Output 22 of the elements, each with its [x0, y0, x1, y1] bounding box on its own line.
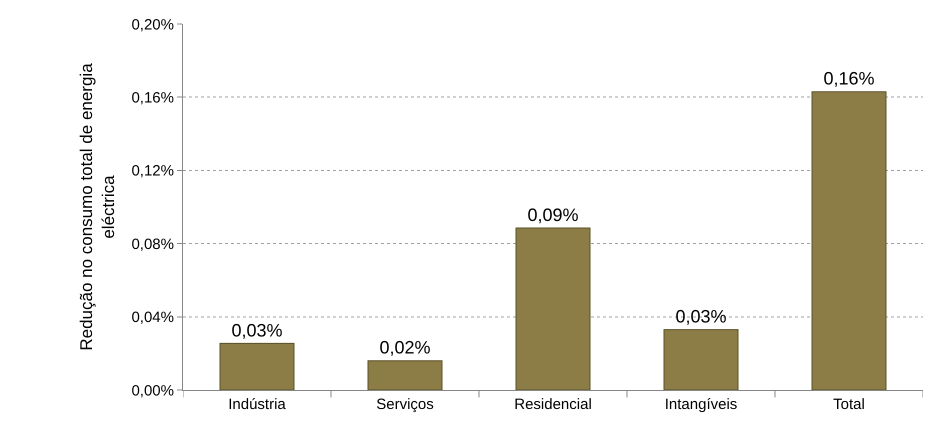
- bar: [220, 342, 294, 390]
- data-label: 0,16%: [823, 68, 875, 89]
- y-tick-label: 0,20%: [131, 16, 174, 34]
- x-tick-label: Indústria: [228, 396, 286, 413]
- x-tick-label: Intangíveis: [664, 396, 738, 413]
- y-tick-label: 0,12%: [131, 162, 174, 180]
- bar: [516, 228, 590, 390]
- y-tick-label: 0,00%: [131, 382, 174, 400]
- bar: [812, 91, 886, 390]
- y-axis-title: Redução no consumo total de energia eléctrica: [76, 62, 118, 351]
- data-label: 0,02%: [379, 338, 431, 358]
- y-tick-label: 0,04%: [131, 309, 174, 326]
- y-tick-label: 0,16%: [131, 89, 174, 106]
- bar: [368, 360, 442, 390]
- bar: [664, 329, 738, 390]
- data-label: 0,03%: [231, 320, 283, 340]
- x-tick-label: Serviços: [376, 396, 434, 413]
- data-label: 0,03%: [675, 306, 727, 327]
- data-label: 0,09%: [527, 205, 579, 226]
- x-tick-label: Total: [833, 396, 865, 413]
- y-tick-label: 0,08%: [131, 236, 174, 253]
- x-tick-label: Residencial: [514, 396, 592, 413]
